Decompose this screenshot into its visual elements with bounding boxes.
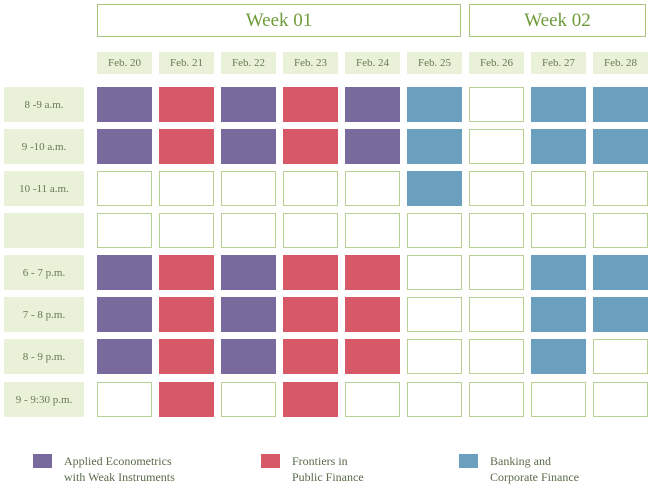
schedule-cell-empty bbox=[593, 382, 648, 417]
time-slot-label: 8 - 9 p.m. bbox=[4, 339, 84, 374]
schedule-cell-course-2 bbox=[159, 297, 214, 332]
schedule-cell-course-1 bbox=[97, 297, 152, 332]
schedule-cell-empty bbox=[159, 171, 214, 206]
schedule-cell-empty bbox=[221, 382, 276, 417]
schedule-cell-course-1 bbox=[345, 129, 400, 164]
schedule-cell-empty bbox=[531, 382, 586, 417]
schedule-cell-empty bbox=[469, 382, 524, 417]
schedule-cell-course-3 bbox=[531, 339, 586, 374]
time-slot-label: 10 -11 a.m. bbox=[4, 171, 84, 206]
schedule-cell-empty bbox=[531, 213, 586, 248]
schedule-cell-course-1 bbox=[97, 339, 152, 374]
time-slot-label: 8 -9 a.m. bbox=[4, 87, 84, 122]
day-header: Feb. 22 bbox=[221, 52, 276, 74]
legend-swatch bbox=[33, 454, 52, 468]
legend-swatch bbox=[261, 454, 280, 468]
schedule-cell-empty bbox=[469, 171, 524, 206]
schedule-cell-course-3 bbox=[407, 171, 462, 206]
schedule-cell-empty bbox=[221, 213, 276, 248]
day-header: Feb. 21 bbox=[159, 52, 214, 74]
schedule-cell-empty bbox=[469, 129, 524, 164]
schedule-cell-course-1 bbox=[97, 87, 152, 122]
schedule-cell-empty bbox=[593, 171, 648, 206]
legend-label: Banking and Corporate Finance bbox=[490, 454, 579, 484]
legend-swatch bbox=[459, 454, 478, 468]
schedule-cell-course-3 bbox=[407, 129, 462, 164]
time-slot-label: 7 - 8 p.m. bbox=[4, 297, 84, 332]
day-header: Feb. 25 bbox=[407, 52, 462, 74]
schedule-cell-course-3 bbox=[593, 255, 648, 290]
schedule-cell-empty bbox=[159, 213, 214, 248]
schedule-cell-course-3 bbox=[531, 87, 586, 122]
day-header: Feb. 24 bbox=[345, 52, 400, 74]
schedule-cell-course-3 bbox=[531, 297, 586, 332]
schedule-cell-course-2 bbox=[159, 339, 214, 374]
schedule-cell-course-1 bbox=[345, 87, 400, 122]
schedule-cell-empty bbox=[345, 213, 400, 248]
schedule-cell-empty bbox=[531, 171, 586, 206]
schedule-cell-course-2 bbox=[283, 129, 338, 164]
schedule-cell-course-2 bbox=[159, 255, 214, 290]
schedule-cell-empty bbox=[469, 339, 524, 374]
schedule-cell-course-2 bbox=[283, 87, 338, 122]
schedule-cell-course-2 bbox=[159, 87, 214, 122]
schedule-cell-course-1 bbox=[221, 255, 276, 290]
schedule-cell-empty bbox=[345, 382, 400, 417]
schedule-cell-course-2 bbox=[159, 382, 214, 417]
day-header: Feb. 20 bbox=[97, 52, 152, 74]
schedule-cell-course-2 bbox=[283, 297, 338, 332]
schedule-cell-course-2 bbox=[345, 255, 400, 290]
schedule-cell-course-1 bbox=[97, 129, 152, 164]
schedule-cell-course-2 bbox=[159, 129, 214, 164]
legend-label: Applied Econometrics with Weak Instrumen… bbox=[64, 454, 175, 484]
time-slot-label: 9 - 9:30 p.m. bbox=[4, 382, 84, 417]
schedule-cell-course-2 bbox=[283, 255, 338, 290]
schedule-cell-empty bbox=[97, 213, 152, 248]
schedule-cell-course-1 bbox=[97, 255, 152, 290]
schedule-cell-course-1 bbox=[221, 297, 276, 332]
day-header: Feb. 27 bbox=[531, 52, 586, 74]
legend-label: Frontiers in Public Finance bbox=[292, 454, 364, 484]
schedule-cell-empty bbox=[469, 297, 524, 332]
schedule-cell-empty bbox=[469, 213, 524, 248]
schedule-cell-empty bbox=[593, 213, 648, 248]
schedule-cell-course-2 bbox=[283, 339, 338, 374]
schedule-cell-course-3 bbox=[531, 129, 586, 164]
schedule-cell-course-2 bbox=[345, 339, 400, 374]
schedule-cell-course-1 bbox=[221, 339, 276, 374]
schedule-cell-empty bbox=[407, 255, 462, 290]
schedule-cell-course-3 bbox=[593, 87, 648, 122]
schedule-cell-course-1 bbox=[221, 87, 276, 122]
time-slot-label bbox=[4, 213, 84, 248]
schedule-cell-empty bbox=[407, 297, 462, 332]
schedule-cell-empty bbox=[469, 255, 524, 290]
schedule-cell-empty bbox=[283, 171, 338, 206]
schedule-cell-empty bbox=[345, 171, 400, 206]
day-header: Feb. 23 bbox=[283, 52, 338, 74]
schedule-cell-empty bbox=[97, 382, 152, 417]
schedule-cell-course-3 bbox=[593, 129, 648, 164]
day-header: Feb. 28 bbox=[593, 52, 648, 74]
schedule-cell-empty bbox=[283, 213, 338, 248]
schedule-cell-course-3 bbox=[407, 87, 462, 122]
time-slot-label: 9 -10 a.m. bbox=[4, 129, 84, 164]
schedule-cell-empty bbox=[221, 171, 276, 206]
week-01-header: Week 01 bbox=[97, 4, 461, 37]
schedule-cell-empty bbox=[407, 213, 462, 248]
schedule-cell-empty bbox=[97, 171, 152, 206]
schedule-cell-empty bbox=[469, 87, 524, 122]
schedule-cell-course-1 bbox=[221, 129, 276, 164]
schedule-cell-course-3 bbox=[531, 255, 586, 290]
schedule-cell-course-3 bbox=[593, 297, 648, 332]
schedule-cell-course-2 bbox=[345, 297, 400, 332]
week-02-header: Week 02 bbox=[469, 4, 646, 37]
schedule-cell-empty bbox=[593, 339, 648, 374]
schedule-cell-empty bbox=[407, 339, 462, 374]
time-slot-label: 6 - 7 p.m. bbox=[4, 255, 84, 290]
day-header: Feb. 26 bbox=[469, 52, 524, 74]
schedule-cell-empty bbox=[407, 382, 462, 417]
schedule-cell-course-2 bbox=[283, 382, 338, 417]
